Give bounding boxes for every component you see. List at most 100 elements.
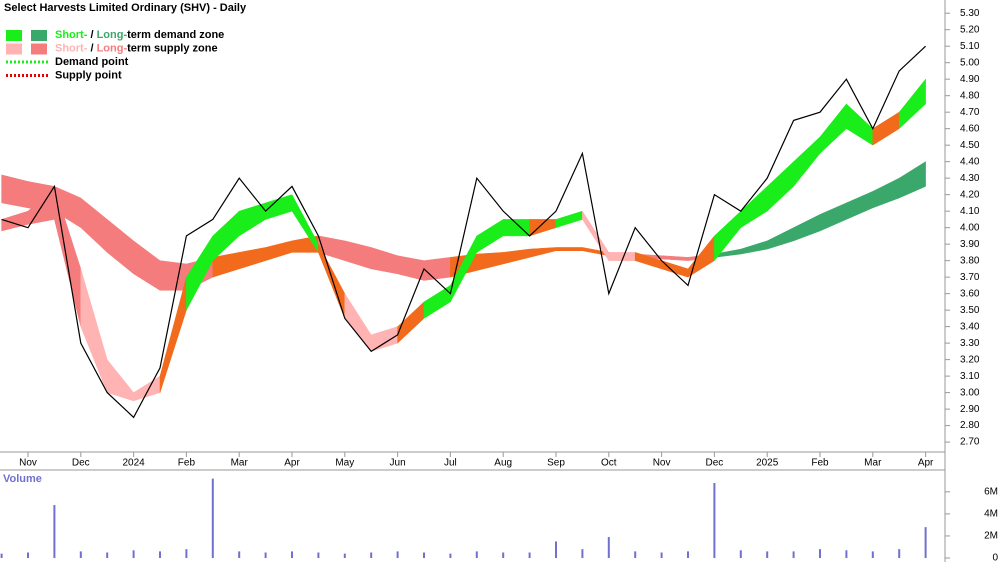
x-tick-label: Dec <box>706 458 724 469</box>
legend-swatch <box>31 43 47 55</box>
x-tick-label: Nov <box>19 458 37 469</box>
volume-bar <box>423 552 425 558</box>
legend-swatch <box>6 43 22 55</box>
x-tick-label: Sep <box>547 458 565 469</box>
y-tick-label: 3.20 <box>960 354 980 365</box>
zone-segment <box>159 260 187 291</box>
y-tick-label: 4.40 <box>960 156 980 167</box>
y-tick-label: 2.70 <box>960 437 980 448</box>
x-tick-label: May <box>335 458 354 469</box>
volume-bar <box>370 552 373 558</box>
volume-bar <box>687 551 689 558</box>
volume-bar <box>132 550 135 558</box>
volume-bar <box>449 553 452 558</box>
x-tick-label: Mar <box>864 458 882 469</box>
volume-bar <box>396 551 399 558</box>
chart-title: Select Harvests Limited Ordinary (SHV) -… <box>4 2 247 14</box>
volume-tick-label: 6M <box>984 486 998 497</box>
price-line <box>1 45 927 419</box>
volume-bar <box>343 553 346 558</box>
volume-bar <box>607 537 610 558</box>
x-tick-label: Mar <box>231 458 249 469</box>
volume-bar <box>739 550 742 558</box>
y-tick-label: 3.10 <box>960 371 980 382</box>
zone-segment <box>502 219 530 237</box>
y-tick-label: 3.50 <box>960 305 980 316</box>
volume-bar <box>185 549 188 558</box>
x-tick-label: 2024 <box>122 458 145 469</box>
volume-bar <box>211 478 214 558</box>
volume-bar <box>898 549 901 558</box>
legend-text: term demand zone <box>127 29 224 41</box>
legend-text: / <box>87 29 96 41</box>
legend-label: Demand point <box>55 56 129 68</box>
volume-bar <box>53 505 56 558</box>
y-tick-label: 2.80 <box>960 420 980 431</box>
legend-label: Supply point <box>55 69 122 81</box>
volume-bar <box>581 549 584 558</box>
legend-swatch <box>31 30 47 41</box>
legend-text: Demand point <box>55 56 129 68</box>
y-tick-label: 3.80 <box>960 255 980 266</box>
volume-bar <box>713 483 716 558</box>
x-tick-label: Aug <box>494 458 512 469</box>
volume-bar <box>79 551 82 558</box>
volume-bar <box>871 551 874 558</box>
legend-text: / <box>87 42 96 54</box>
x-tick-label: 2025 <box>756 458 779 469</box>
y-tick-label: 5.20 <box>960 24 980 35</box>
x-tick-label: Feb <box>811 458 829 469</box>
x-tick-label: Dec <box>72 458 90 469</box>
y-tick-label: 2.90 <box>960 404 980 415</box>
volume-bar <box>264 552 267 558</box>
volume-bar <box>0 553 3 558</box>
volume-bar <box>845 550 848 558</box>
x-tick-label: Feb <box>178 458 196 469</box>
y-tick-label: 5.30 <box>960 8 980 19</box>
y-tick-label: 4.70 <box>960 107 980 118</box>
volume-label: Volume <box>3 473 42 485</box>
y-tick-label: 4.90 <box>960 74 980 85</box>
y-tick-label: 3.90 <box>960 239 980 250</box>
volume-tick-label: 2M <box>984 531 998 542</box>
volume-bar <box>766 551 769 558</box>
y-tick-label: 3.30 <box>960 338 980 349</box>
volume-tick-label: 4M <box>984 509 998 520</box>
volume-bar <box>106 552 109 558</box>
y-tick-label: 5.00 <box>960 57 980 68</box>
legend-swatch <box>6 30 22 41</box>
x-tick-label: Jun <box>390 458 406 469</box>
y-tick-label: 3.60 <box>960 288 980 299</box>
legend-label: Short- / Long-term demand zone <box>55 29 224 41</box>
legend-text: term supply zone <box>127 42 217 54</box>
volume-bar <box>924 527 927 558</box>
legend-text: Short- <box>55 29 88 41</box>
volume-bar <box>634 551 637 558</box>
volume-bar <box>792 551 795 558</box>
volume-bar <box>502 552 505 558</box>
volume-bar <box>819 549 821 558</box>
zone-segment <box>423 257 451 281</box>
legend-text: Supply point <box>55 69 122 81</box>
legend-text: Long- <box>97 42 128 54</box>
volume-tick-label: 0 <box>992 553 998 562</box>
x-tick-label: Apr <box>918 458 934 469</box>
y-tick-label: 3.70 <box>960 272 980 283</box>
y-tick-label: 4.50 <box>960 140 980 151</box>
zone-segment <box>898 78 926 130</box>
legend-text: Short- <box>55 42 88 54</box>
volume-bar <box>238 551 241 558</box>
y-tick-label: 4.00 <box>960 222 980 233</box>
y-tick-label: 5.10 <box>960 41 980 52</box>
legend-label: Short- / Long-term supply zone <box>55 42 218 54</box>
volume-bar <box>27 552 29 558</box>
zone-segment <box>898 161 926 199</box>
x-tick-label: Jul <box>444 458 457 469</box>
volume-bar <box>475 551 478 558</box>
y-tick-label: 4.80 <box>960 90 980 101</box>
volume-bar <box>555 541 557 558</box>
legend-text: Long- <box>97 29 128 41</box>
x-tick-label: Apr <box>284 458 300 469</box>
zone-segment <box>555 247 583 251</box>
